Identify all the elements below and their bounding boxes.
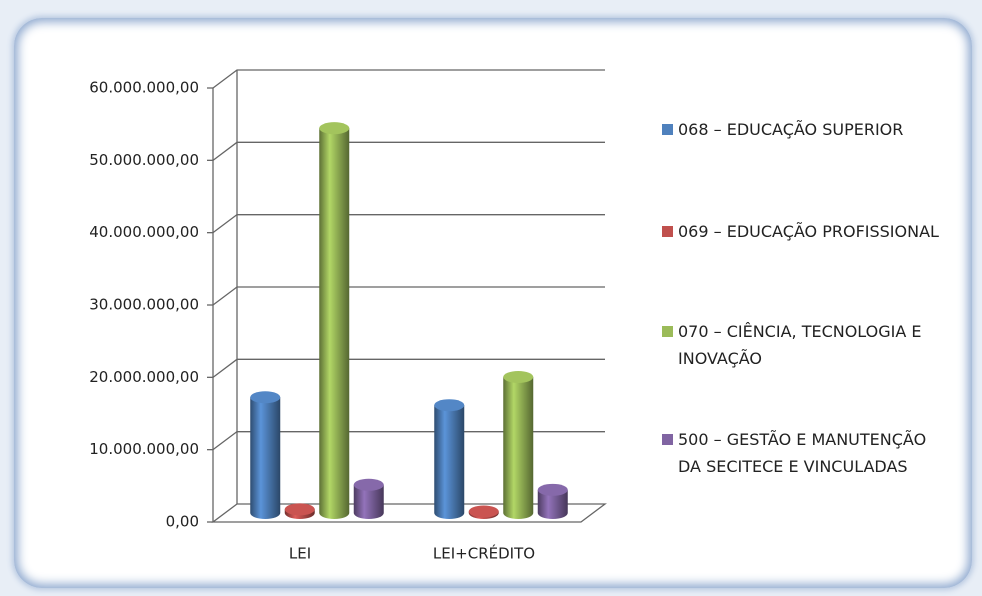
legend-swatch bbox=[662, 226, 673, 237]
bar-body bbox=[537, 489, 568, 519]
legend-swatch bbox=[662, 124, 673, 135]
grid-line bbox=[212, 141, 605, 161]
bar-top bbox=[537, 483, 568, 496]
bar bbox=[353, 478, 384, 519]
bar-top bbox=[250, 391, 281, 404]
bar bbox=[319, 122, 350, 520]
legend-item: 070 – CIÊNCIA, TECNOLOGIA E INOVAÇÃO bbox=[662, 318, 952, 372]
y-tick-label: 30.000.000,00 bbox=[89, 296, 199, 314]
bar-top bbox=[284, 503, 315, 516]
bar-body bbox=[503, 377, 534, 519]
bar-top bbox=[353, 478, 384, 491]
bar-top bbox=[468, 505, 499, 518]
legend-label: 068 – EDUCAÇÃO SUPERIOR bbox=[678, 120, 904, 139]
legend-item: 069 – EDUCAÇÃO PROFISSIONAL bbox=[662, 218, 939, 245]
bar-body bbox=[250, 397, 281, 519]
bar bbox=[537, 483, 568, 519]
legend-item: 068 – EDUCAÇÃO SUPERIOR bbox=[662, 116, 903, 143]
bar-top bbox=[319, 122, 350, 135]
bar-body bbox=[319, 128, 350, 520]
bar-top bbox=[434, 399, 465, 412]
x-tick-label: LEI bbox=[289, 545, 311, 563]
y-tick-label: 40.000.000,00 bbox=[89, 223, 199, 241]
grid-line bbox=[212, 286, 605, 306]
grid-line bbox=[212, 358, 605, 378]
y-tick-label: 20.000.000,00 bbox=[89, 368, 199, 386]
legend-item: 500 – GESTÃO E MANUTENÇÃO DA SECITECE E … bbox=[662, 426, 948, 480]
grid-line bbox=[212, 214, 605, 234]
y-tick-label: 0,00 bbox=[166, 513, 199, 531]
bar bbox=[250, 391, 281, 519]
grid-line bbox=[212, 431, 605, 451]
bar bbox=[468, 505, 499, 519]
y-tick-label: 60.000.000,00 bbox=[89, 79, 199, 97]
bar bbox=[503, 371, 534, 519]
legend-swatch bbox=[662, 434, 673, 445]
legend-label: 500 – GESTÃO E MANUTENÇÃO DA SECITECE E … bbox=[678, 430, 927, 476]
floor bbox=[211, 503, 607, 523]
bar-body bbox=[434, 405, 465, 519]
bar bbox=[284, 503, 315, 519]
legend-swatch bbox=[662, 326, 673, 337]
bar-body bbox=[353, 484, 384, 519]
bar-top bbox=[503, 371, 534, 384]
y-tick-label: 10.000.000,00 bbox=[89, 440, 199, 458]
grid-line bbox=[212, 69, 605, 89]
legend-label: 070 – CIÊNCIA, TECNOLOGIA E INOVAÇÃO bbox=[678, 322, 922, 368]
x-tick-label: LEI+CRÉDITO bbox=[433, 544, 535, 563]
legend-label: 069 – EDUCAÇÃO PROFISSIONAL bbox=[678, 222, 939, 241]
y-tick-label: 50.000.000,00 bbox=[89, 151, 199, 169]
chart-panel bbox=[14, 18, 972, 588]
bar bbox=[434, 399, 465, 519]
